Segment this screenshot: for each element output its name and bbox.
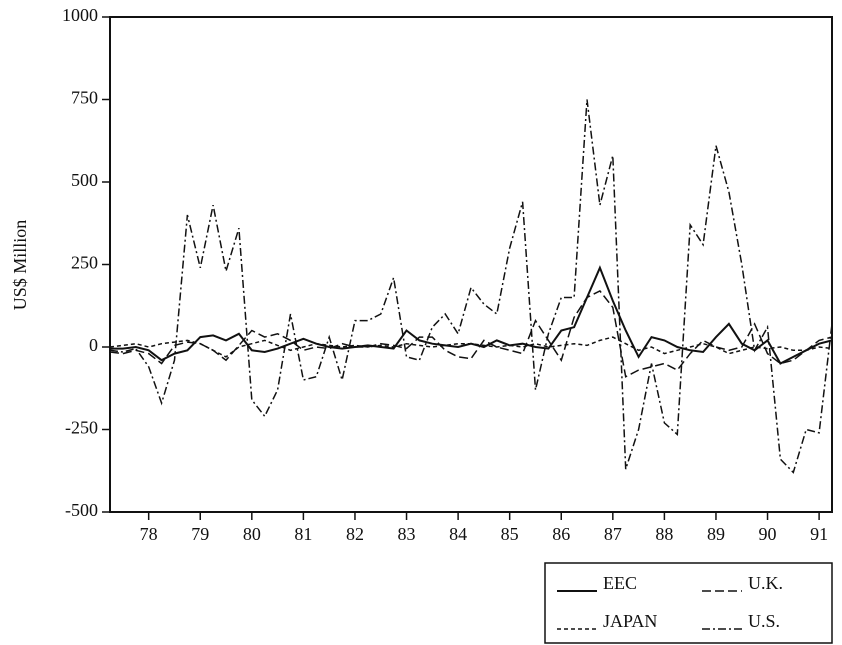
series-line: [109, 289, 833, 378]
legend-label: U.K.: [748, 573, 783, 593]
x-tick-label: 83: [398, 524, 416, 544]
y-tick-label: -500: [65, 500, 98, 520]
y-tick-label: 500: [71, 170, 98, 190]
x-tick-label: 85: [501, 524, 519, 544]
legend-label: EEC: [603, 573, 637, 593]
series-line: [109, 336, 833, 358]
x-tick-label: 79: [191, 524, 209, 544]
y-axis-label: US$ Million: [10, 220, 30, 311]
plot-frame: [109, 16, 833, 513]
x-tick-label: 81: [294, 524, 312, 544]
x-tick-label: 82: [346, 524, 364, 544]
legend-box: [544, 562, 833, 644]
x-tick-label: 88: [655, 524, 673, 544]
x-tick-label: 90: [759, 524, 777, 544]
y-tick-label: 250: [71, 253, 98, 273]
x-tick-label: 78: [140, 524, 158, 544]
x-tick-label: 84: [449, 524, 467, 544]
x-tick-label: 91: [810, 524, 828, 544]
series-line: [109, 99, 833, 474]
y-tick-label: 750: [71, 88, 98, 108]
y-tick-label: 0: [89, 335, 98, 355]
legend-label: U.S.: [748, 611, 780, 631]
x-tick-label: 87: [604, 524, 622, 544]
x-tick-label: 80: [243, 524, 261, 544]
y-tick-label: -250: [65, 418, 98, 438]
x-tick-label: 89: [707, 524, 725, 544]
x-tick-label: 86: [552, 524, 570, 544]
legend-label: JAPAN: [603, 611, 657, 631]
y-tick-label: 1000: [62, 5, 98, 25]
